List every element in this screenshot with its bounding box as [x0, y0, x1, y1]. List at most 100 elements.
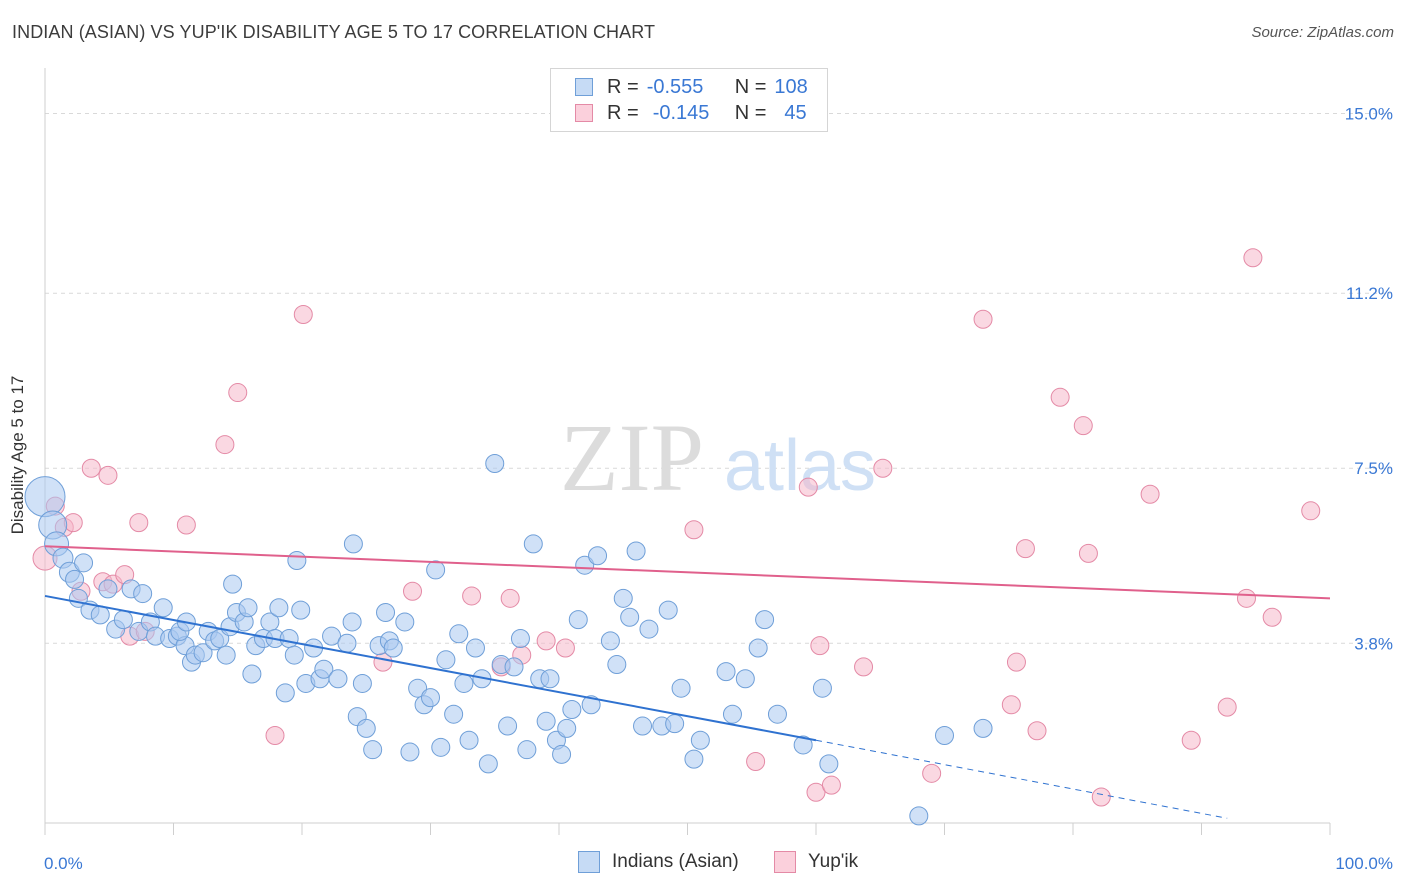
indian-asian-point: [113, 610, 133, 630]
indian-asian-point: [600, 631, 620, 651]
indian-asian-point: [557, 718, 577, 738]
indian-asian-point: [287, 550, 307, 570]
indian-asian-point: [684, 749, 704, 769]
indian-asian-point: [314, 659, 334, 679]
yupik-point: [1078, 543, 1098, 563]
indian-asian-point: [588, 546, 608, 566]
indian-asian-point: [454, 673, 474, 693]
indian-asian-point: [498, 716, 518, 736]
indian-asian-point: [193, 643, 213, 663]
n-label: N =: [734, 101, 767, 124]
indian-asian-point: [626, 541, 646, 561]
indian-asian-point: [465, 638, 485, 658]
yupik-point: [1015, 539, 1035, 559]
indian-asian-point: [216, 645, 236, 665]
indian-asian-point: [819, 754, 839, 774]
yupik-point: [293, 305, 313, 325]
yupik-point: [1001, 695, 1021, 715]
yupik-point: [265, 725, 285, 745]
indian-asian-point: [459, 730, 479, 750]
yupik-point: [973, 309, 993, 329]
yupik-point: [536, 631, 556, 651]
indian-asian-point: [421, 688, 440, 708]
indian-asian-point: [328, 669, 348, 689]
indian-asian-point: [65, 569, 85, 589]
indian-asian-point: [74, 553, 94, 573]
yupik-point: [228, 383, 248, 403]
yupik-point: [1050, 387, 1070, 407]
indian-asian-point: [352, 673, 372, 693]
indian-asian-point: [98, 579, 118, 599]
indian-asian-point: [426, 560, 446, 580]
indian-asian-point: [735, 669, 755, 689]
indian-asian-point: [342, 612, 362, 632]
indian-asian-point: [748, 638, 768, 658]
indian-asian-point: [793, 735, 813, 755]
indian-asian-point: [343, 534, 363, 554]
pink-swatch: [774, 851, 796, 873]
n-label: N =: [734, 75, 767, 98]
yupik-point: [1006, 652, 1026, 672]
indian-asian-point: [540, 669, 560, 689]
yupik-point: [500, 588, 520, 608]
indian-asian-point: [322, 626, 342, 646]
yupik-point: [129, 513, 149, 533]
legend-row-yupik: R = -0.145 N = 45: [575, 100, 807, 126]
yupik-point: [806, 782, 826, 802]
indian-asian-point: [562, 699, 582, 719]
indian-asian-point: [607, 655, 627, 675]
yupik-point: [215, 435, 235, 455]
indian-asian-point: [337, 633, 357, 653]
indian-asian-point: [431, 737, 451, 757]
x-tick-label: 100.0%: [1335, 854, 1393, 873]
indian-asian-point: [613, 588, 633, 608]
yupik-trend-line: [44, 545, 1331, 600]
legend-row-indians: R = -0.555 N = 108: [575, 74, 808, 100]
indian-asian-point: [449, 624, 469, 644]
indian-asian-point: [133, 584, 153, 604]
yupik-point: [873, 458, 893, 478]
legend-label: Indians (Asian): [612, 851, 739, 872]
indian-asian-point: [408, 678, 428, 698]
legend-item-indians: Indians (Asian): [578, 851, 739, 873]
yupik-point: [1091, 787, 1111, 807]
yupik-point: [98, 465, 118, 485]
indian-asian-point: [658, 600, 678, 620]
watermark-atlas: atlas: [724, 426, 876, 506]
yupik-point: [555, 638, 575, 658]
r-value: -0.145: [652, 101, 710, 124]
indian-asian-point: [269, 598, 289, 618]
r-label: R =: [607, 101, 639, 124]
indian-asian-point: [716, 662, 736, 682]
indian-asian-point: [400, 742, 420, 762]
n-value: 108: [774, 75, 808, 98]
yupik-point: [854, 657, 874, 677]
legend-item-yupik: Yup'ik: [774, 851, 858, 873]
watermark-zip: ZIP: [560, 404, 704, 511]
indian-asian-point: [383, 638, 403, 658]
yupik-point: [1301, 501, 1321, 521]
indian-asian-point: [812, 678, 832, 698]
trend-lines: [44, 545, 1331, 819]
axes: [44, 68, 1331, 835]
blue-swatch: [578, 851, 600, 873]
indian-asian-point: [363, 740, 383, 760]
indian-asian-point: [517, 740, 537, 760]
indian-asian-point: [620, 607, 640, 627]
r-value: -0.555: [646, 75, 704, 98]
indian-asian-point: [24, 476, 66, 518]
indian-asian-point: [478, 754, 498, 774]
x-tick-label: 0.0%: [44, 854, 83, 873]
yupik-point: [403, 581, 423, 601]
indian-asian-point: [90, 605, 110, 625]
y-tick-label: 15.0%: [1345, 104, 1393, 123]
y-axis-label: Disability Age 5 to 17: [8, 375, 27, 535]
source-label: Source: ZipAtlas.com: [1251, 24, 1394, 41]
yupik-point: [462, 586, 482, 606]
indian-asian-point: [671, 678, 691, 698]
indian-asian-point: [639, 619, 659, 639]
yupik-point: [1236, 588, 1256, 608]
indian-asian-point: [568, 610, 588, 630]
indian-asian-point: [973, 718, 993, 738]
